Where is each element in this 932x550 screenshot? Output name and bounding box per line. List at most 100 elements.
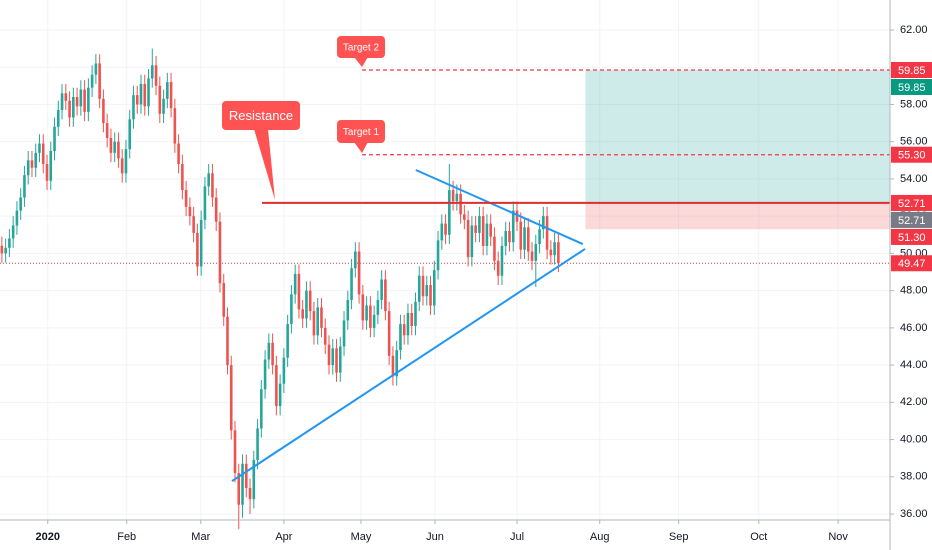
candle-body <box>432 270 436 306</box>
candle-body <box>237 473 241 505</box>
candle-body <box>481 216 485 246</box>
candle-body <box>267 342 271 360</box>
price-tag: 59.85 <box>891 62 932 79</box>
candle-body <box>346 299 350 321</box>
price-tag: 49.47 <box>891 255 932 272</box>
candle-body <box>218 221 222 284</box>
candle-body <box>87 87 90 112</box>
candle-body <box>173 108 177 144</box>
candle-body <box>113 141 116 153</box>
x-tick-label: Aug <box>590 531 610 543</box>
candle-body <box>11 225 15 239</box>
callout-text: Target 1 <box>343 127 380 138</box>
candle-body <box>34 152 38 168</box>
candle-body <box>478 216 481 233</box>
candle-body <box>222 283 226 317</box>
candle-body <box>508 231 511 243</box>
candle-body <box>496 260 500 276</box>
price-tag-box <box>891 79 932 96</box>
x-tick-label: 2020 <box>36 531 60 543</box>
candle-body <box>211 173 214 198</box>
y-tick-label: 54.00 <box>900 173 928 185</box>
candle-body <box>312 311 316 336</box>
callout-box <box>337 36 385 58</box>
candle-body <box>241 463 244 505</box>
candle-body <box>342 320 346 347</box>
candle-body <box>500 245 504 276</box>
candle-body <box>214 197 218 222</box>
candle-body <box>474 225 477 233</box>
candle-body <box>417 275 421 302</box>
trendline <box>231 248 586 482</box>
candle-body <box>192 216 195 233</box>
candle-body <box>105 123 109 138</box>
candle-body <box>395 350 398 377</box>
candle-body <box>207 173 210 187</box>
candle-body <box>331 348 335 366</box>
price-tag: 52.71 <box>891 194 932 211</box>
callout-pointer <box>354 142 368 153</box>
candle-body <box>365 305 368 321</box>
candle-body <box>384 279 387 312</box>
y-tick-label: 56.00 <box>900 136 928 148</box>
candle-body <box>485 223 489 246</box>
candle-body <box>8 238 11 248</box>
candle-body <box>338 346 342 373</box>
candle-body <box>271 342 274 366</box>
candle-body <box>79 89 83 107</box>
candle-body <box>196 232 199 267</box>
candle-body <box>297 273 301 310</box>
y-tick-label: 58.00 <box>900 98 928 110</box>
price-tag-label: 59.85 <box>898 82 926 94</box>
candle-body <box>72 96 75 118</box>
candle-body <box>301 309 304 319</box>
candle-body <box>293 273 297 295</box>
candle-body <box>436 240 440 271</box>
candle-body <box>102 98 105 124</box>
candle-body <box>135 95 139 105</box>
candle-body <box>538 229 541 245</box>
candle-body <box>534 244 538 261</box>
profit-zone <box>585 70 890 203</box>
candle-body <box>549 249 553 256</box>
price-tag: 59.85 <box>891 79 932 96</box>
x-tick-label: May <box>351 531 372 543</box>
y-tick-label: 36.00 <box>900 508 928 520</box>
candle-body <box>440 223 444 241</box>
candle-body <box>132 95 135 120</box>
candle-body <box>504 231 508 246</box>
candle-body <box>244 463 248 488</box>
candle-body <box>376 299 380 315</box>
y-tick-label: 42.00 <box>900 396 928 408</box>
candle-body <box>252 460 256 500</box>
callout-pointer <box>254 129 275 200</box>
candle-body <box>120 158 124 174</box>
candle-body <box>229 365 233 431</box>
candle-body <box>166 82 169 99</box>
candle-body <box>459 193 462 215</box>
candle-body <box>124 149 128 174</box>
candle-body <box>323 327 327 345</box>
callout-box <box>337 120 385 143</box>
candle-body <box>557 242 560 264</box>
candle-body <box>199 219 203 267</box>
candle-body <box>23 175 26 198</box>
candle-body <box>260 389 263 429</box>
candle-body <box>305 290 308 319</box>
candle-body <box>158 85 162 114</box>
candle-body <box>515 210 519 222</box>
candle-body <box>519 221 523 250</box>
candle-body <box>369 305 372 328</box>
candle-body <box>4 247 7 254</box>
candle-body <box>60 93 64 111</box>
candle-body <box>425 285 429 297</box>
candle-body <box>181 164 184 191</box>
price-tag: 51.30 <box>891 228 932 245</box>
x-tick-label: Sep <box>669 531 689 543</box>
candle-body <box>169 82 173 109</box>
price-tag-box <box>891 62 932 79</box>
price-tag-label: 52.71 <box>898 215 926 227</box>
x-tick-label: Jul <box>510 531 524 543</box>
candle-body <box>286 324 289 358</box>
